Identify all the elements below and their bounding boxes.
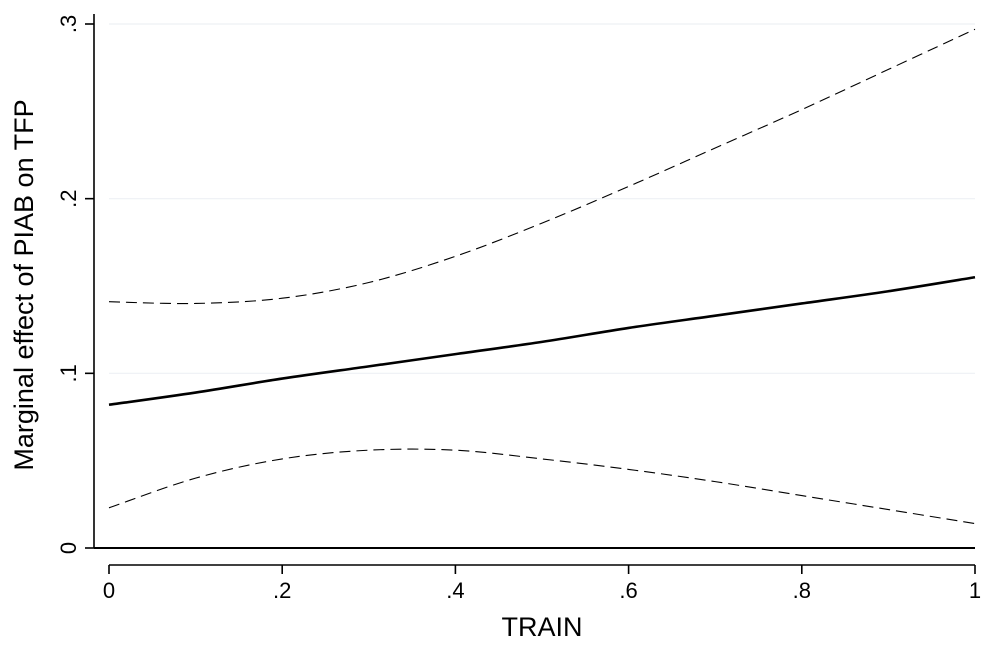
y-tick-label: 0	[56, 542, 81, 554]
x-tick-label: 1	[969, 578, 981, 603]
y-tick-label: .3	[56, 15, 81, 33]
marginal-effect-line	[108, 275, 976, 407]
lower-confidence-band	[108, 448, 976, 525]
x-tick-label: .4	[446, 578, 464, 603]
series-lines	[108, 28, 976, 525]
y-axis-title: Marginal effect of PIAB on TFP	[9, 99, 39, 470]
x-tick-label: .8	[793, 578, 811, 603]
x-ticks: 0 .2 .4 .6 .8 1	[103, 565, 981, 603]
x-tick-label: .6	[619, 578, 637, 603]
x-axis-title: TRAIN	[502, 612, 583, 642]
y-tick-label: .1	[56, 364, 81, 382]
axes	[93, 14, 975, 566]
y-tick-label: .2	[56, 189, 81, 207]
x-tick-label: 0	[103, 578, 115, 603]
y-ticks: 0 .1 .2 .3	[56, 15, 94, 554]
upper-confidence-band	[108, 28, 976, 305]
x-tick-label: .2	[273, 578, 291, 603]
grid-lines	[109, 23, 975, 374]
